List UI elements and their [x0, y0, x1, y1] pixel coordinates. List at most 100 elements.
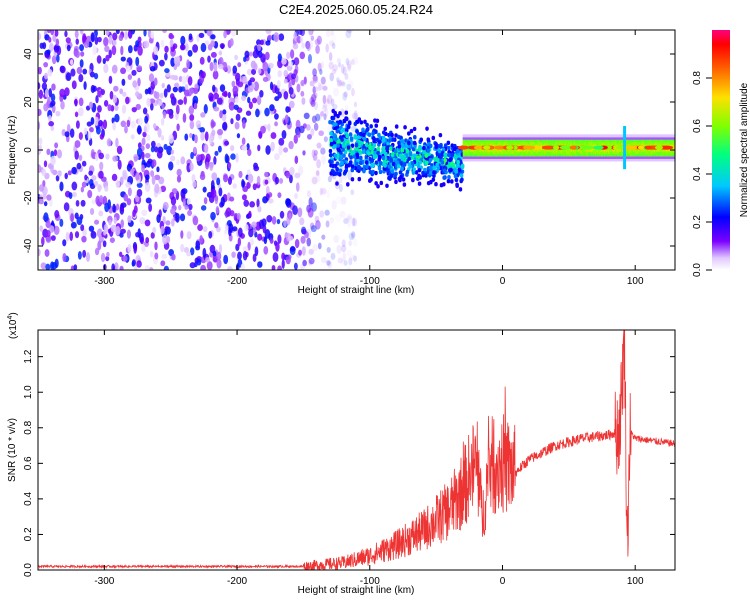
- heatmap-cell: [522, 145, 536, 150]
- heatmap-cell: [82, 68, 88, 75]
- heatmap-cell: [108, 34, 113, 45]
- spectrogram-y-tick-label: 0: [23, 147, 34, 153]
- heatmap-cell: [200, 112, 206, 118]
- heatmap-cell: [387, 138, 392, 143]
- heatmap-cell: [78, 154, 83, 161]
- heatmap-cell: [269, 81, 274, 91]
- heatmap-cell: [64, 172, 68, 180]
- heatmap-cell: [95, 195, 101, 206]
- heatmap-cell: [353, 134, 358, 139]
- heatmap-cell: [161, 253, 168, 259]
- heatmap-cell: [189, 132, 193, 139]
- heatmap-cell: [111, 173, 118, 182]
- heatmap-cell: [94, 247, 100, 256]
- heatmap-cell: [71, 181, 78, 191]
- heatmap-cell: [126, 119, 131, 128]
- heatmap-cell: [223, 174, 229, 183]
- heatmap-cell: [38, 248, 41, 257]
- heatmap-cell: [76, 66, 83, 75]
- heatmap-cell: [46, 148, 51, 156]
- heatmap-cell: [97, 183, 102, 193]
- heatmap-cell: [183, 88, 190, 97]
- heatmap-cell: [338, 154, 343, 159]
- heatmap-cell: [250, 238, 254, 246]
- heatmap-cell: [276, 79, 281, 89]
- heatmap-cell: [80, 199, 86, 207]
- heatmap-cell: [142, 107, 148, 115]
- heatmap-cell: [153, 90, 158, 99]
- heatmap-cell: [327, 175, 333, 183]
- heatmap-cell: [264, 171, 269, 178]
- heatmap-cell: [283, 69, 289, 78]
- heatmap-cell: [379, 180, 384, 186]
- heatmap-spike: [623, 126, 627, 170]
- heatmap-cell: [285, 256, 291, 265]
- heatmap-cell: [341, 81, 346, 87]
- heatmap-cell: [105, 30, 110, 36]
- heatmap-cell: [425, 126, 429, 131]
- heatmap-cell: [402, 182, 407, 187]
- heatmap-cell: [89, 207, 95, 216]
- heatmap-cell: [397, 176, 402, 182]
- heatmap-cell: [441, 182, 446, 187]
- heatmap-cell: [396, 164, 401, 169]
- heatmap-cell: [293, 57, 300, 66]
- heatmap-cell: [329, 138, 333, 143]
- heatmap-cell: [287, 60, 293, 67]
- heatmap-cell: [506, 145, 514, 150]
- heatmap-cell: [374, 170, 378, 176]
- heatmap-cell: [333, 153, 338, 158]
- heatmap-cell: [257, 68, 262, 75]
- heatmap-cell: [295, 119, 301, 129]
- heatmap-cell: [307, 30, 313, 38]
- heatmap-cell: [307, 207, 314, 218]
- heatmap-cell: [339, 175, 343, 184]
- heatmap-cell: [43, 61, 49, 68]
- heatmap-cell: [79, 44, 85, 52]
- snr-x-axis-label: Height of straight line (km): [298, 585, 415, 596]
- heatmap-cell: [322, 94, 327, 105]
- heatmap-cell: [170, 149, 174, 155]
- heatmap-cell: [257, 205, 262, 213]
- heatmap-cell: [143, 125, 147, 133]
- heatmap-cell: [343, 169, 348, 175]
- heatmap-cell: [394, 179, 398, 185]
- heatmap-cell: [211, 129, 216, 137]
- heatmap-cell: [319, 68, 323, 75]
- heatmap-cell: [160, 39, 165, 48]
- heatmap-cell: [368, 169, 373, 175]
- heatmap-cell: [401, 143, 405, 148]
- heatmap-cell: [336, 143, 340, 148]
- heatmap-cell: [429, 165, 433, 170]
- heatmap-cell: [87, 130, 92, 141]
- heatmap-cell: [107, 104, 112, 112]
- heatmap-cell: [124, 125, 128, 134]
- heatmap-cell: [335, 181, 339, 186]
- heatmap-cell: [152, 226, 157, 234]
- heatmap-cell: [321, 154, 326, 165]
- heatmap-cell: [200, 264, 206, 270]
- heatmap-cell: [277, 192, 282, 198]
- heatmap-cell: [272, 252, 279, 263]
- heatmap-cell: [316, 159, 321, 169]
- heatmap-cell: [109, 237, 115, 243]
- heatmap-cell: [231, 251, 236, 258]
- heatmap-cell: [50, 30, 55, 36]
- heatmap-cell: [150, 140, 156, 148]
- heatmap-cell: [89, 71, 95, 78]
- heatmap-cell: [322, 103, 328, 109]
- heatmap-cell: [148, 37, 154, 44]
- heatmap-cell: [452, 146, 457, 152]
- heatmap-cell: [189, 162, 194, 172]
- heatmap-cell: [118, 34, 124, 42]
- heatmap-cell: [42, 42, 47, 50]
- heatmap-cell: [112, 121, 116, 131]
- heatmap-cell: [82, 33, 87, 43]
- heatmap-cell: [350, 177, 355, 182]
- heatmap-cell: [137, 125, 142, 135]
- spectrogram-x-tick-label: 0: [500, 276, 506, 287]
- heatmap-cell: [421, 170, 425, 176]
- heatmap-cell: [240, 263, 246, 270]
- heatmap-cell: [301, 246, 306, 256]
- heatmap-cell: [338, 183, 343, 193]
